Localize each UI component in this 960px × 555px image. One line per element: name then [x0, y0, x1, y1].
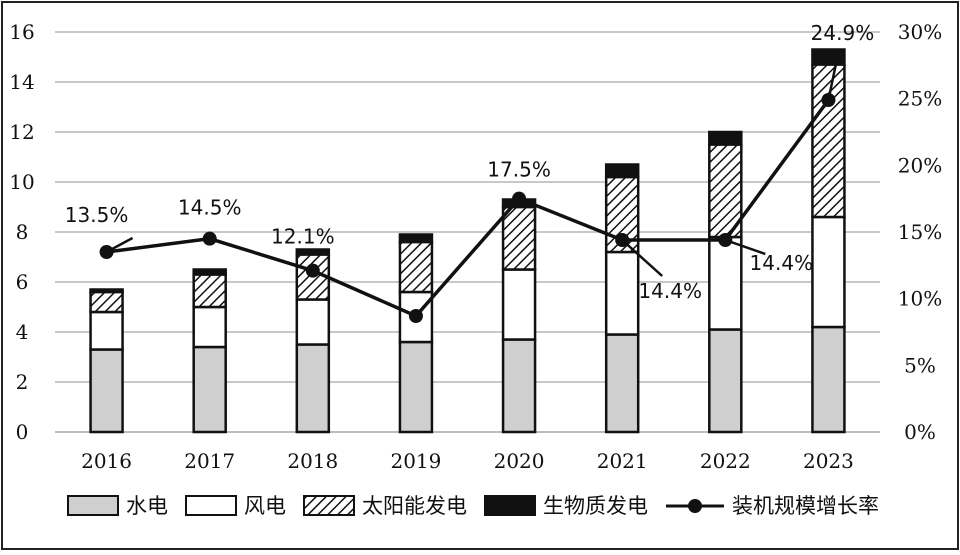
bar-segment — [811, 325, 846, 434]
x-tick-label: 2020 — [494, 449, 545, 473]
bar-segment — [501, 268, 537, 341]
bar-segment — [295, 298, 331, 346]
bar-segment — [811, 48, 846, 66]
bar-segment — [708, 328, 743, 434]
y-left-tick-label: 6 — [16, 270, 29, 294]
bar-segment — [295, 248, 331, 256]
legend-label: 水电 — [126, 494, 168, 518]
y-left-tick-label: 10 — [9, 170, 34, 194]
growth-rate-line: 13.5% 14.5% 12.1% 17.5% 14.4% 14.4% 24.9% — [65, 21, 874, 323]
data-label: 12.1% — [271, 225, 335, 249]
bar-segment — [501, 338, 537, 434]
legend-label: 装机规模增长率 — [732, 494, 879, 518]
data-label: 14.4% — [638, 279, 702, 303]
bar-segment — [811, 215, 846, 329]
bar-segment — [398, 340, 434, 434]
y-left-tick-label: 2 — [16, 370, 29, 394]
growth-rate-polyline — [106, 98, 830, 319]
y-left-tick-label: 8 — [16, 220, 29, 244]
bar-segment — [192, 345, 227, 434]
data-label-leader — [724, 238, 766, 256]
y-left-tick-label: 4 — [16, 320, 29, 344]
x-tick-label: 2018 — [287, 449, 338, 473]
data-label: 14.4% — [750, 251, 814, 275]
y-right-tick-label: 10% — [898, 287, 942, 311]
bar-segment — [295, 343, 331, 434]
bar-segment — [89, 290, 124, 314]
legend-swatch — [185, 495, 237, 516]
bar-segment — [708, 130, 743, 146]
bar-segment — [708, 143, 743, 239]
growth-rate-marker — [512, 191, 527, 206]
legend-label: 太阳能发电 — [362, 494, 467, 518]
data-label-leader — [621, 239, 664, 277]
bar-segment — [398, 240, 434, 294]
x-tick-label: 2021 — [597, 449, 648, 473]
legend-line-marker — [688, 499, 702, 513]
legend-label: 生物质发电 — [543, 494, 648, 518]
bar-segment — [192, 273, 227, 309]
bar-segment — [192, 268, 227, 276]
bar-segment — [708, 235, 743, 331]
legend-swatch — [484, 495, 536, 516]
growth-rate-marker — [202, 231, 217, 246]
y-right-tick-label: 0% — [904, 420, 936, 444]
bar-segment — [604, 250, 640, 336]
bar-segment — [811, 63, 846, 219]
data-label: 17.5% — [487, 158, 551, 182]
axes: 0 2 4 6 8 10 12 14 16 0% 5% 10% 15% 20% 25% 30% 2016 2017… — [9, 20, 942, 473]
growth-rate-marker — [408, 309, 423, 323]
x-tick-label: 2019 — [390, 449, 441, 473]
y-right-tick-label: 25% — [898, 87, 942, 111]
bar-segment — [89, 348, 124, 434]
x-tick-label: 2016 — [81, 449, 132, 473]
y-right-tick-label: 20% — [898, 153, 942, 177]
y-left-tick-label: 16 — [9, 20, 34, 44]
x-tick-label: 2017 — [184, 449, 235, 473]
data-label-leader — [105, 236, 134, 254]
bar-segment — [89, 288, 124, 294]
bar-segment — [192, 305, 227, 349]
bars — [89, 48, 846, 434]
legend-swatch — [303, 495, 355, 516]
growth-rate-marker — [305, 263, 320, 278]
bar-segment — [604, 163, 640, 179]
legend-label: 风电 — [244, 494, 286, 518]
x-tick-label: 2023 — [803, 449, 854, 473]
y-left-tick-label: 14 — [9, 70, 34, 94]
data-label: 24.9% — [811, 21, 875, 45]
data-label: 13.5% — [65, 203, 129, 227]
bar-segment — [604, 333, 640, 434]
legend-swatch — [67, 495, 119, 516]
x-tick-label: 2022 — [700, 449, 751, 473]
data-label: 14.5% — [178, 196, 242, 220]
legend: 水电 风电 太阳能发电 生物质发电 装机规模增长率 — [67, 494, 879, 518]
y-left-tick-label: 0 — [16, 420, 29, 444]
y-right-tick-label: 15% — [898, 220, 942, 244]
data-label-leader — [827, 51, 840, 101]
bar-segment — [398, 233, 434, 244]
y-right-tick-label: 5% — [904, 353, 936, 377]
y-right-tick-label: 30% — [898, 20, 942, 44]
bar-segment — [89, 310, 124, 351]
bar-segment — [501, 205, 537, 271]
y-left-tick-label: 12 — [9, 120, 34, 144]
